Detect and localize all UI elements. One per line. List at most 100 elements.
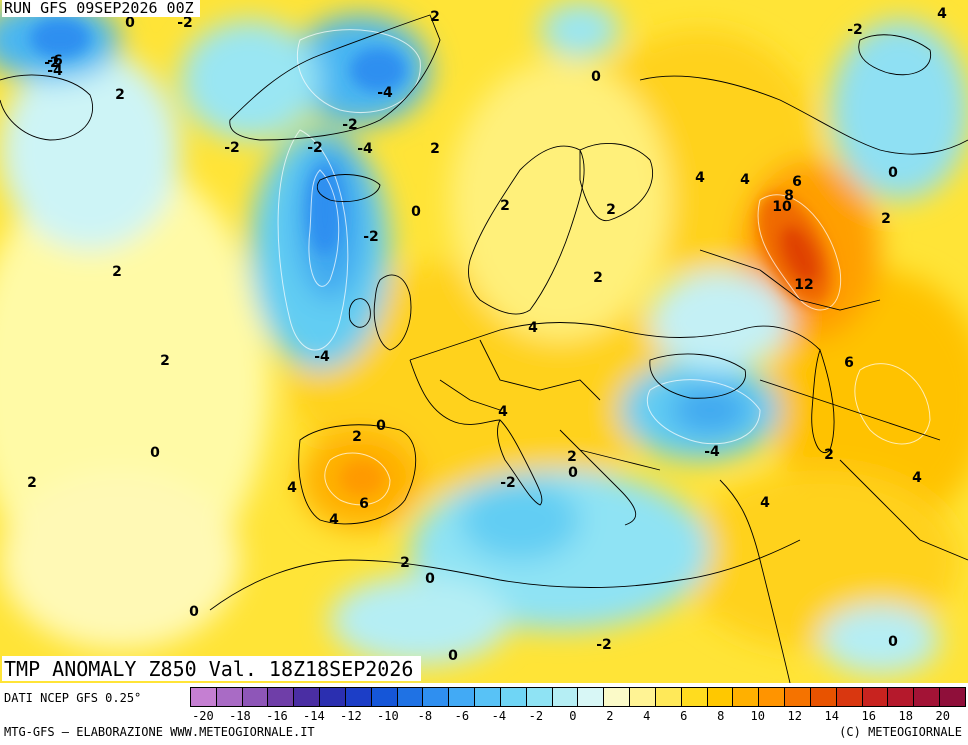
color-scale-bar	[190, 687, 966, 707]
contour-label: -2	[342, 117, 358, 133]
contour-label: -4	[47, 63, 63, 79]
contour-label: 6	[844, 355, 854, 371]
scale-swatch	[294, 688, 321, 706]
scale-swatch	[681, 688, 708, 706]
contour-label: 2	[115, 87, 125, 103]
scale-tick-label: -12	[340, 709, 362, 723]
contour-label: 2	[824, 447, 834, 463]
contour-label: 0	[448, 648, 458, 664]
contour-label: 10	[772, 199, 792, 215]
contour-label: 2	[567, 449, 577, 465]
data-source: DATI NCEP GFS 0.25°	[4, 691, 142, 705]
map-canvas: -2-6-40-22-42-2-2-4-220-2022244681001222…	[0, 0, 968, 683]
scale-swatch	[423, 688, 450, 706]
scale-tick-label: 10	[750, 709, 765, 723]
scale-tick-label: 4	[643, 709, 651, 723]
scale-swatch	[707, 688, 734, 706]
scale-swatch	[449, 688, 476, 706]
scale-swatch	[216, 688, 243, 706]
contour-label: 4	[912, 470, 922, 486]
scale-tick-label: -20	[192, 709, 214, 723]
contour-label: 0	[150, 445, 160, 461]
scale-tick-label: 2	[606, 709, 614, 723]
contour-label: 0	[411, 204, 421, 220]
contour-label: -4	[377, 85, 393, 101]
scale-tick-label: 8	[717, 709, 725, 723]
scale-swatch	[940, 688, 965, 706]
contour-label: -2	[847, 22, 863, 38]
contour-label: -6	[47, 53, 63, 69]
scale-swatch	[500, 688, 527, 706]
contour-label: 2	[27, 475, 37, 491]
contour-label: -2	[44, 55, 60, 71]
contour-label: 2	[112, 264, 122, 280]
scale-swatch	[397, 688, 424, 706]
map-title: TMP ANOMALY Z850 Val. 18Z18SEP2026	[2, 656, 422, 681]
scale-swatch	[371, 688, 398, 706]
scale-swatch	[785, 688, 811, 706]
contour-label: 0	[888, 634, 898, 650]
footer: DATI NCEP GFS 0.25° -20 -18 -16 -14 -12 -10 -8…	[0, 683, 968, 745]
contour-label: 4	[498, 404, 508, 420]
contour-label: 2	[606, 202, 616, 218]
credits-right: (C) METEOGIORNALE	[839, 725, 962, 739]
contour-label: -2	[363, 229, 379, 245]
contour-label: -2	[500, 475, 516, 491]
contour-label: 4	[937, 6, 947, 22]
contour-label: 2	[352, 429, 362, 445]
scale-tick-label: 12	[787, 709, 802, 723]
contour-label: 0	[425, 571, 435, 587]
scale-tick-label: 14	[824, 709, 839, 723]
contour-label: 4	[760, 495, 770, 511]
scale-swatch	[655, 688, 682, 706]
contour-label: 2	[500, 198, 510, 214]
scale-swatch	[733, 688, 760, 706]
contour-label: 6	[792, 174, 802, 190]
contour-label: 2	[881, 211, 891, 227]
scale-swatch	[345, 688, 372, 706]
contour-label: 2	[593, 270, 603, 286]
scale-swatch	[630, 688, 656, 706]
run-label: RUN GFS 09SEP2026 00Z	[2, 0, 200, 17]
scale-swatch	[604, 688, 631, 706]
contour-label: 2	[160, 353, 170, 369]
contour-label: 4	[740, 172, 750, 188]
scale-tick-label: -8	[417, 709, 433, 723]
scale-swatch	[759, 688, 786, 706]
scale-swatch	[914, 688, 941, 706]
contour-label: 2	[400, 555, 410, 571]
scale-tick-label: -2	[528, 709, 544, 723]
scale-swatch	[552, 688, 579, 706]
contour-label: 4	[287, 480, 297, 496]
contour-label: 0	[376, 418, 386, 434]
scale-tick-label: -14	[303, 709, 325, 723]
scale-tick-label: 6	[680, 709, 688, 723]
scale-swatch	[578, 688, 605, 706]
scale-swatch	[475, 688, 501, 706]
scale-tick-label: -10	[377, 709, 399, 723]
contour-label: 6	[359, 496, 369, 512]
contour-label: 4	[695, 170, 705, 186]
contour-label: -2	[177, 15, 193, 31]
scale-tick-label: -6	[454, 709, 470, 723]
scale-swatch	[526, 688, 553, 706]
scale-tick-label: 0	[569, 709, 577, 723]
contour-labels: -2-6-40-22-42-2-2-4-220-2022244681001222…	[27, 6, 947, 664]
scale-swatch	[888, 688, 915, 706]
color-scale-ticks: -20 -18 -16 -14 -12 -10 -8 -6 -4 -2 0 2 4 6 8 10 12 14 16 1…	[190, 709, 966, 725]
scale-tick-label: 16	[861, 709, 876, 723]
scale-tick-label: 20	[935, 709, 950, 723]
contour-label: 4	[528, 320, 538, 336]
contour-label: -4	[357, 141, 373, 157]
contour-label: 2	[430, 9, 440, 25]
anomaly-map: -2-6-40-22-42-2-2-4-220-2022244681001222…	[0, 0, 968, 683]
scale-swatch	[836, 688, 863, 706]
contour-label: 2	[430, 141, 440, 157]
contour-label: -4	[314, 349, 330, 365]
contour-label: -2	[224, 140, 240, 156]
scale-tick-label: -4	[491, 709, 507, 723]
scale-tick-label: 18	[898, 709, 913, 723]
coastlines	[0, 14, 968, 683]
contour-label: 12	[794, 277, 813, 293]
contour-label: -2	[596, 637, 612, 653]
